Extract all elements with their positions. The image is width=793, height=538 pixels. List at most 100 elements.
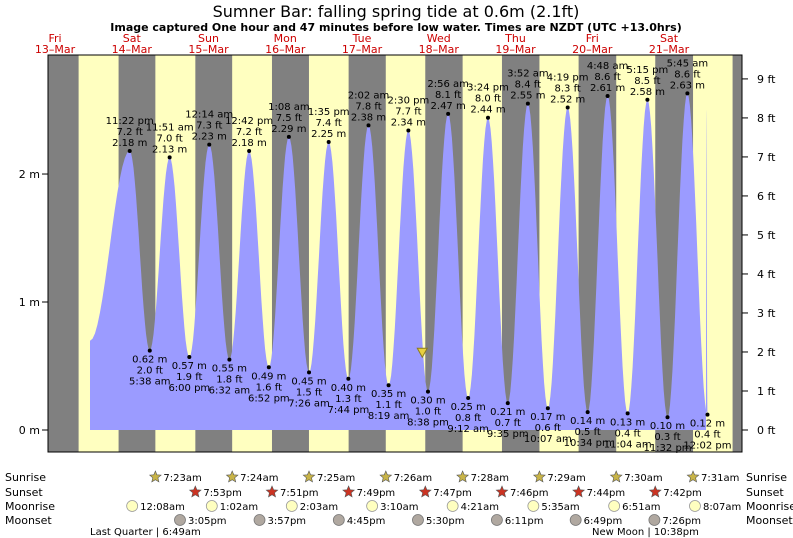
sunset-icon — [495, 485, 509, 498]
tide-point — [406, 128, 411, 133]
sunrise-time: 7:30am — [624, 473, 662, 484]
day-date: 13–Mar — [35, 43, 76, 56]
tide-point — [266, 365, 271, 370]
moonrise-icon — [366, 500, 379, 512]
moonrise-time: 5:35am — [541, 502, 579, 513]
tide-height: 2.18 m — [232, 138, 267, 149]
sunrise-time: 7:26am — [394, 473, 432, 484]
tide-ft: 0.4 ft — [614, 428, 640, 439]
tide-height: 2.38 m — [351, 112, 386, 123]
sunrise-icon — [148, 470, 162, 483]
tide-height: 0.14 m — [570, 416, 605, 427]
tide-point — [127, 148, 132, 153]
tide-time: 5:45 am — [667, 58, 709, 69]
tide-height: 0.21 m — [490, 407, 525, 418]
tide-point — [545, 406, 550, 411]
tide-height: 2.61 m — [590, 83, 625, 94]
tide-point — [386, 383, 391, 388]
moonset-icon — [648, 514, 661, 526]
tide-point — [585, 410, 590, 415]
day-weekday: Fri — [586, 32, 599, 45]
axes: 0 m 1 m 2 m 0 ft 1 ft 2 ft 3 ft 4 ft 5 ft 6 ft 7 f… — [19, 54, 776, 453]
tide-height: 0.13 m — [610, 417, 645, 428]
y-tick-label-ft: 0 ft — [757, 424, 776, 437]
day-date: 14–Mar — [112, 43, 153, 56]
tide-ft: 1.9 ft — [176, 372, 202, 383]
moonset-time: 7:26pm — [662, 516, 701, 527]
tide-height: 2.29 m — [271, 124, 306, 135]
tide-height: 2.34 m — [391, 118, 426, 129]
moonset-time: 5:30pm — [426, 516, 465, 527]
moonrise-time: 2:03am — [300, 502, 338, 513]
tide-time: 9:12 am — [447, 424, 489, 435]
sunset-icon — [265, 485, 279, 498]
moonrise-icon — [205, 500, 218, 512]
y-tick-label-m: 0 m — [19, 424, 40, 437]
sunrise-time: 7:24am — [240, 473, 278, 484]
sunset-icon — [342, 485, 356, 498]
sunrise-row-label-left: Sunrise — [5, 471, 46, 484]
moonset-time: 3:05pm — [188, 516, 227, 527]
tide-height: 2.55 m — [510, 91, 545, 102]
moonset-row-label-left: Moonset — [5, 514, 52, 527]
day-date: 21–Mar — [649, 43, 690, 56]
tide-height: 0.12 m — [690, 419, 725, 430]
tide-point — [247, 148, 252, 153]
moon-phase-new-moon: New Moon | 10:38pm — [592, 527, 699, 538]
tide-time: 2:30 pm — [388, 96, 430, 107]
tide-ft: 0.6 ft — [535, 423, 561, 434]
y-tick-label-ft: 4 ft — [757, 268, 776, 281]
y-tick-label-m: 1 m — [19, 296, 40, 309]
moonrise-time: 8:07am — [703, 502, 741, 513]
y-tick-label-ft: 6 ft — [757, 190, 776, 203]
tide-time: 2:02 am — [348, 90, 390, 101]
tide-time: 9:35 pm — [487, 429, 529, 440]
tide-time: 6:00 pm — [168, 383, 210, 394]
tide-time: 12:02 pm — [683, 441, 731, 452]
moonset-time: 4:45pm — [347, 516, 386, 527]
tide-time: 5:15 pm — [627, 65, 669, 76]
moonrise-time: 6:51am — [622, 502, 660, 513]
tide-height: 2.18 m — [112, 138, 147, 149]
tide-height: 0.17 m — [530, 412, 565, 423]
sunset-time: 7:49pm — [357, 488, 396, 499]
moonrise-time: 4:21am — [461, 502, 499, 513]
tide-point — [187, 355, 192, 360]
moonrise-icon — [527, 500, 540, 512]
sunrise-icon — [225, 470, 239, 483]
tide-time: 10:07 am — [524, 434, 572, 445]
tide-ft: 0.8 ft — [455, 413, 481, 424]
tide-point — [425, 389, 430, 394]
tide-point — [505, 401, 510, 406]
moonset-time: 6:11pm — [505, 516, 544, 527]
tide-ft: 7.5 ft — [276, 113, 302, 124]
moonrise-row-label-left: Moonrise — [5, 500, 55, 513]
tide-time: 7:44 pm — [327, 405, 369, 416]
tide-point — [326, 140, 331, 145]
current-level-marker — [416, 347, 429, 359]
tide-ft: 8.6 ft — [674, 69, 700, 80]
tide-point — [366, 123, 371, 128]
moonrise-icon — [689, 500, 701, 512]
day-weekday: Mon — [274, 32, 297, 45]
tide-ft: 0.5 ft — [574, 427, 600, 438]
day-weekday: Thu — [504, 32, 526, 45]
tide-time: 11:04 am — [604, 439, 652, 450]
tide-height: 2.44 m — [470, 105, 505, 116]
tide-time: 2:56 am — [427, 79, 469, 90]
tide-point — [147, 348, 152, 353]
tide-time: 11:22 pm — [106, 116, 154, 127]
tide-point — [346, 376, 351, 381]
tide-height: 0.62 m — [132, 355, 167, 366]
tide-time: 11:51 am — [146, 122, 194, 133]
moonset-icon — [569, 514, 582, 526]
tide-height: 0.40 m — [331, 383, 366, 394]
tide-time: 12:14 am — [185, 110, 233, 121]
tide-area — [90, 93, 708, 431]
day-weekday: Fri — [48, 32, 61, 45]
tide-ft: 1.1 ft — [375, 400, 401, 411]
moonset-icon — [174, 514, 186, 526]
sunset-row-label-left: Sunset — [5, 486, 43, 499]
moonrise-time: 12:08am — [140, 502, 185, 513]
